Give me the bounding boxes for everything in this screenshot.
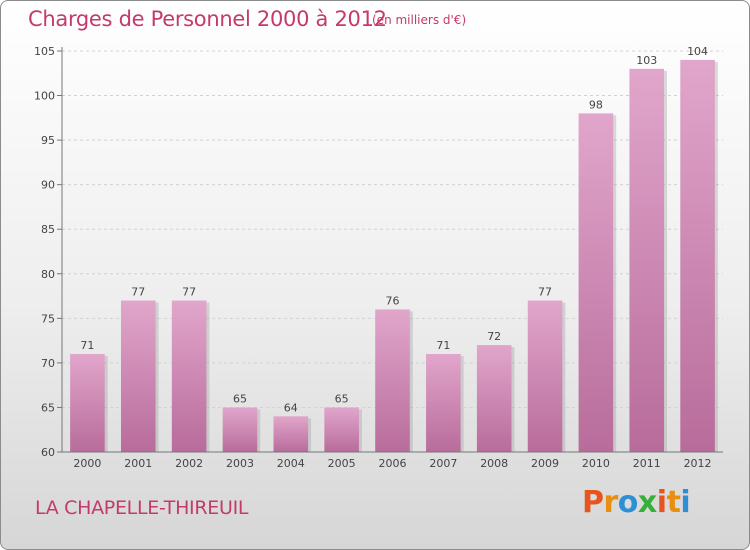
bar [70,353,105,452]
bar [426,353,461,452]
bar [273,416,309,452]
logo-letter: i [656,485,667,520]
proxiti-logo: Proxiti [582,485,691,520]
bar [527,300,563,452]
logo-letter: P [582,485,604,520]
y-tick-label: 80 [41,268,55,281]
x-tick-label: 2005 [328,457,356,470]
y-tick-label: 75 [41,312,55,325]
x-tick-label: 2009 [531,457,559,470]
bar [629,68,665,453]
data-label: 64 [284,401,298,414]
x-tick-label: 2001 [124,457,152,470]
bar [578,113,614,452]
logo-letter: t [666,485,681,520]
data-label: 104 [687,45,708,58]
x-tick-label: 2008 [480,457,508,470]
x-tick-label: 2012 [684,457,712,470]
commune-name: LA CHAPELLE-THIREUIL [35,497,249,519]
x-tick-label: 2006 [379,457,407,470]
y-tick-label: 65 [41,401,55,414]
y-tick-label: 95 [41,134,55,147]
data-label: 72 [487,330,501,343]
x-tick-label: 2002 [175,457,203,470]
x-tick-label: 2003 [226,457,254,470]
y-tick-label: 60 [41,446,55,459]
y-tick-label: 100 [34,90,55,103]
bar [120,300,156,452]
x-tick-label: 2010 [582,457,610,470]
x-tick-label: 2004 [277,457,305,470]
data-label: 71 [436,339,450,352]
y-tick-label: 90 [41,179,55,192]
bar [222,407,258,452]
logo-letter: o [617,485,639,520]
x-tick-label: 2000 [73,457,101,470]
data-label: 65 [233,392,247,405]
x-tick-label: 2011 [633,457,661,470]
data-label: 77 [182,286,196,299]
data-label: 65 [335,392,349,405]
data-label: 77 [538,286,552,299]
data-label: 103 [636,54,657,67]
data-label: 77 [131,286,145,299]
chart-title: Charges de Personnel 2000 à 2012 [28,7,387,31]
bar [171,300,207,452]
bar [375,309,410,452]
bar [324,407,359,452]
x-tick-label: 2007 [429,457,457,470]
chart-subtitle: (en milliers d'€) [372,13,467,27]
logo-letter: x [637,485,657,520]
logo-letter: r [603,485,619,520]
bar [680,59,715,453]
bar [476,345,512,452]
y-tick-label: 70 [41,357,55,370]
data-label: 98 [589,98,603,111]
y-tick-label: 105 [34,45,55,58]
y-tick-label: 85 [41,223,55,236]
data-label: 76 [386,294,400,307]
logo-letter: i [680,485,691,520]
data-label: 71 [80,339,94,352]
